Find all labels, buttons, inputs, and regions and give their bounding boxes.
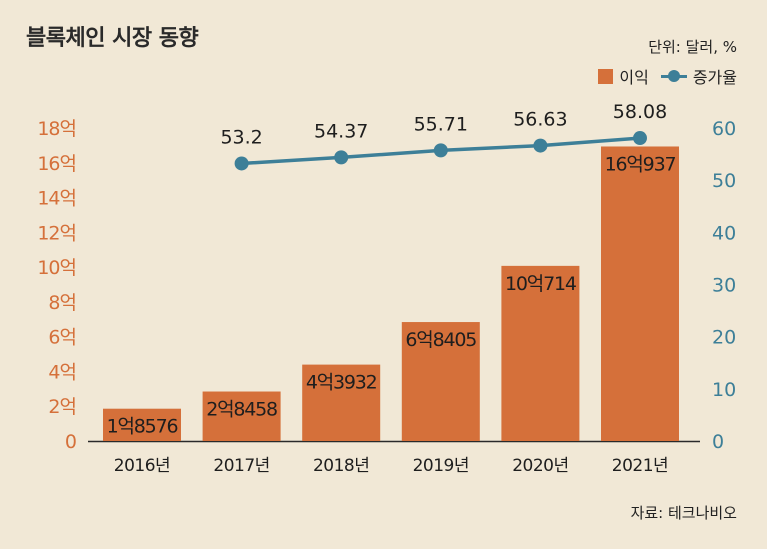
left-axis-tick-label: 14억 bbox=[37, 188, 76, 210]
legend-bar-swatch bbox=[598, 68, 614, 84]
bar bbox=[103, 408, 181, 441]
growth-data-label: 55.71 bbox=[414, 113, 468, 135]
left-axis-tick-label: 12억 bbox=[37, 222, 76, 244]
left-axis-tick-label: 10억 bbox=[37, 257, 76, 279]
growth-point bbox=[533, 138, 548, 153]
left-axis-tick-label: 16억 bbox=[37, 153, 76, 175]
legend-line-label: 증가율 bbox=[692, 68, 737, 87]
growth-data-label: 56.63 bbox=[513, 109, 567, 131]
right-axis-tick-label: 20 bbox=[712, 327, 736, 349]
unit-note: 단위: 달러, % bbox=[648, 38, 737, 56]
right-axis-tick-label: 40 bbox=[712, 222, 736, 244]
growth-point bbox=[433, 143, 448, 158]
left-axis-tick-label: 2억 bbox=[48, 396, 76, 418]
growth-data-label: 58.08 bbox=[613, 101, 667, 123]
bar bbox=[202, 391, 281, 441]
bar bbox=[401, 322, 480, 441]
bar bbox=[302, 364, 381, 441]
left-axis-tick-label: 0 bbox=[65, 431, 76, 453]
x-axis-tick-label: 2021년 bbox=[612, 456, 668, 476]
legend-bar-label: 이익 bbox=[619, 68, 649, 87]
left-axis-tick-label: 6억 bbox=[48, 327, 76, 349]
legend-line-swatch bbox=[660, 69, 687, 83]
growth-point bbox=[234, 156, 249, 171]
x-axis-tick-label: 2020년 bbox=[512, 456, 568, 476]
source-note: 자료: 테크나비오 bbox=[630, 504, 737, 522]
right-axis-tick-label: 50 bbox=[712, 170, 736, 192]
right-axis-tick-label: 0 bbox=[712, 431, 724, 453]
bar-data-label: 2억8458 bbox=[206, 399, 277, 421]
legend: 이익 증가율 bbox=[598, 64, 737, 88]
growth-point bbox=[633, 131, 647, 146]
left-axis-tick-label: 18억 bbox=[37, 118, 76, 140]
x-axis-tick-label: 2018년 bbox=[313, 456, 369, 476]
right-axis-tick-label: 10 bbox=[712, 379, 736, 401]
left-axis-tick-label: 8억 bbox=[48, 292, 76, 314]
growth-data-label: 53.2 bbox=[220, 126, 262, 148]
bar-data-label: 6억8405 bbox=[405, 329, 476, 351]
right-axis-tick-label: 30 bbox=[712, 275, 736, 297]
chart-title: 블록체인 시장 동향 bbox=[26, 26, 199, 51]
bar bbox=[501, 265, 580, 441]
x-axis-tick-label: 2016년 bbox=[114, 456, 170, 476]
x-axis-tick-label: 2019년 bbox=[413, 456, 469, 476]
growth-data-label: 54.37 bbox=[314, 120, 368, 142]
bar-data-label: 4억3932 bbox=[306, 372, 377, 394]
bar-data-label: 16억937 bbox=[605, 153, 676, 175]
bar-data-label: 10억714 bbox=[505, 273, 577, 295]
left-axis-tick-label: 4억 bbox=[48, 361, 76, 383]
x-axis-tick-label: 2017년 bbox=[213, 456, 269, 476]
bar bbox=[601, 146, 679, 442]
bar-data-label: 1억8576 bbox=[107, 416, 178, 438]
right-axis-tick-label: 60 bbox=[712, 118, 736, 140]
growth-point bbox=[334, 150, 349, 165]
